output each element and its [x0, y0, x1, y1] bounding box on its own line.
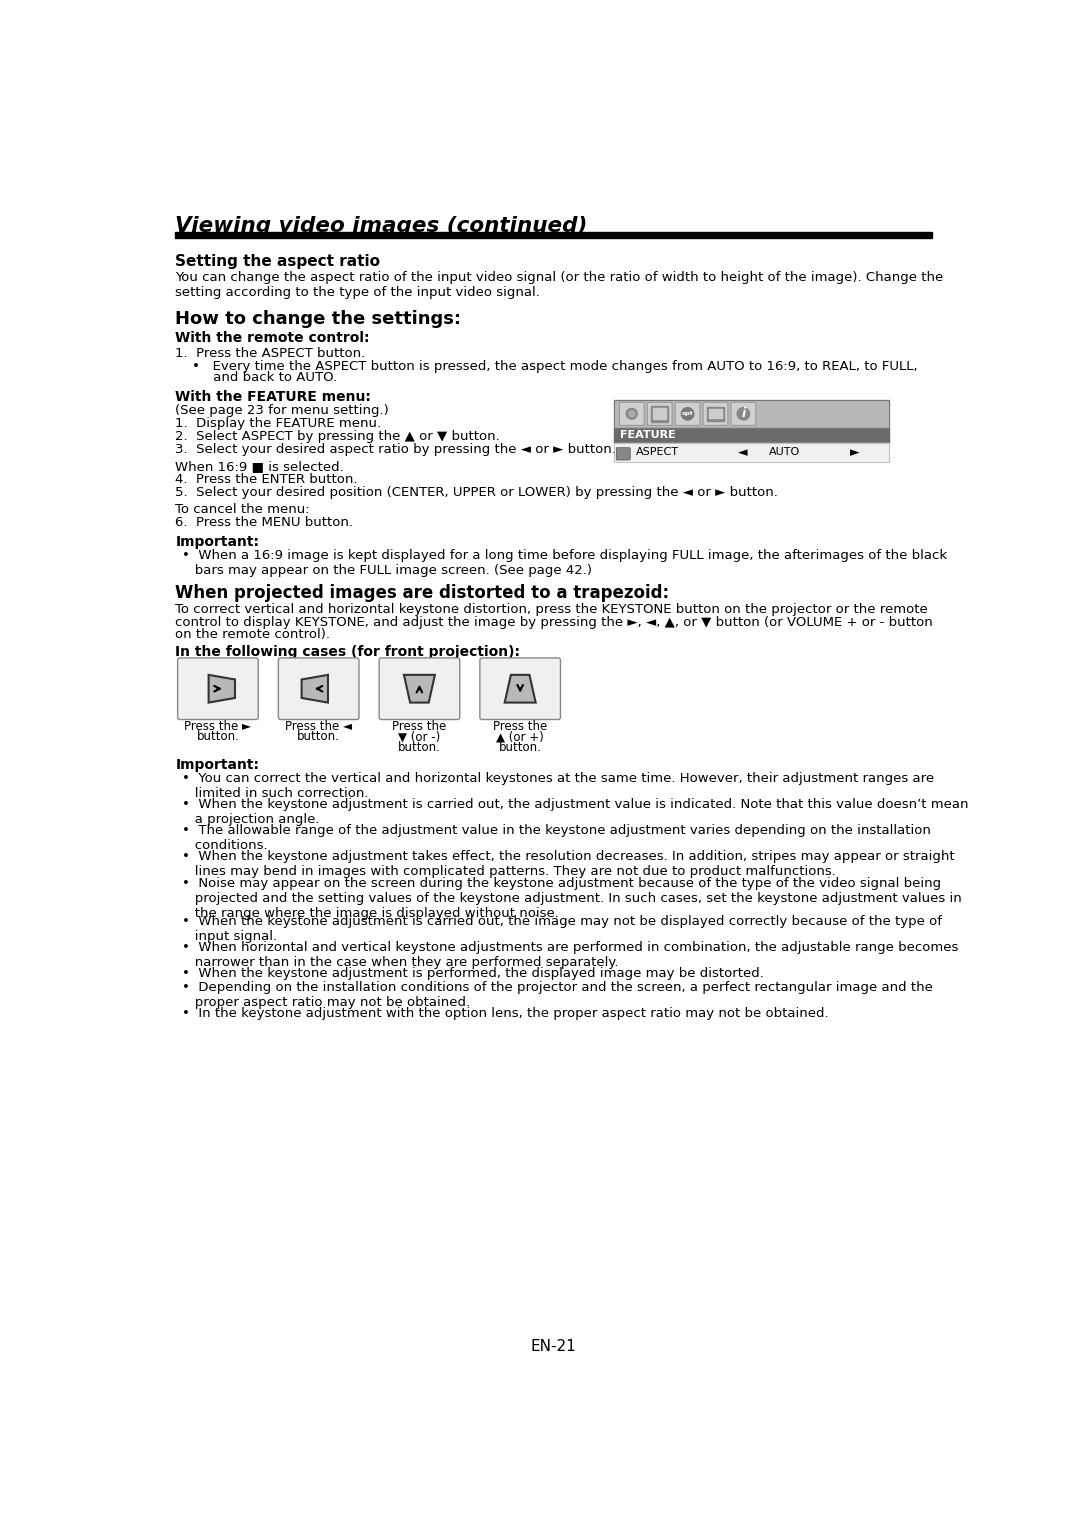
Circle shape — [629, 410, 635, 416]
Text: 3.  Select your desired aspect ratio by pressing the ◄ or ► button.: 3. Select your desired aspect ratio by p… — [175, 444, 617, 456]
Bar — [613, 444, 889, 462]
Text: 1.  Display the FEATURE menu.: 1. Display the FEATURE menu. — [175, 416, 381, 430]
Text: •  Noise may appear on the screen during the keystone adjustment because of the : • Noise may appear on the screen during … — [181, 877, 961, 920]
Polygon shape — [504, 675, 536, 702]
Text: When 16:9 ■ is selected.: When 16:9 ■ is selected. — [175, 461, 345, 473]
Text: 6.  Press the MENU button.: 6. Press the MENU button. — [175, 516, 353, 529]
Circle shape — [738, 407, 750, 421]
Text: •  When the keystone adjustment is carried out, the adjustment value is indicate: • When the keystone adjustment is carrie… — [181, 799, 968, 826]
FancyBboxPatch shape — [480, 658, 561, 719]
Text: button.: button. — [297, 730, 340, 744]
Text: •  Depending on the installation conditions of the projector and the screen, a p: • Depending on the installation conditio… — [181, 981, 932, 1010]
Text: •  When horizontal and vertical keystone adjustments are performed in combinatio: • When horizontal and vertical keystone … — [181, 941, 958, 970]
Text: 2.  Select ASPECT by pressing the ▲ or ▼ button.: 2. Select ASPECT by pressing the ▲ or ▼ … — [175, 430, 500, 444]
Text: •  You can correct the vertical and horizontal keystones at the same time. Howev: • You can correct the vertical and horiz… — [181, 771, 933, 800]
Bar — [175, 233, 932, 237]
Polygon shape — [301, 675, 328, 702]
Text: To correct vertical and horizontal keystone distortion, press the KEYSTONE butto: To correct vertical and horizontal keyst… — [175, 603, 928, 617]
Circle shape — [626, 409, 637, 419]
Text: AUTO: AUTO — [769, 447, 800, 457]
FancyBboxPatch shape — [675, 402, 700, 425]
FancyBboxPatch shape — [703, 402, 728, 425]
Bar — [613, 399, 889, 428]
Text: In the following cases (for front projection):: In the following cases (for front projec… — [175, 644, 521, 659]
Bar — [613, 428, 889, 444]
Text: ▲ (or +): ▲ (or +) — [497, 730, 544, 744]
Text: button.: button. — [399, 741, 441, 754]
Text: control to display KEYSTONE, and adjust the image by pressing the ►, ◄, ▲, or ▼ : control to display KEYSTONE, and adjust … — [175, 615, 933, 629]
FancyBboxPatch shape — [379, 658, 460, 719]
Text: Press the: Press the — [494, 719, 548, 733]
Text: (See page 23 for menu setting.): (See page 23 for menu setting.) — [175, 404, 389, 416]
Text: To cancel the menu:: To cancel the menu: — [175, 503, 310, 516]
Bar — [651, 405, 669, 422]
Text: Press the: Press the — [392, 719, 446, 733]
Bar — [707, 407, 724, 421]
Text: ASPECT: ASPECT — [636, 447, 678, 457]
Text: 1.  Press the ASPECT button.: 1. Press the ASPECT button. — [175, 347, 365, 360]
FancyBboxPatch shape — [177, 658, 258, 719]
Text: ▼ (or -): ▼ (or -) — [399, 730, 441, 744]
Text: With the FEATURE menu:: With the FEATURE menu: — [175, 390, 372, 404]
Bar — [613, 444, 889, 462]
FancyBboxPatch shape — [617, 448, 631, 461]
Bar — [613, 399, 889, 428]
Text: You can change the aspect ratio of the input video signal (or the ratio of width: You can change the aspect ratio of the i… — [175, 271, 944, 300]
Text: When projected images are distorted to a trapezoid:: When projected images are distorted to a… — [175, 584, 670, 601]
Text: FEATURE: FEATURE — [620, 430, 676, 441]
Text: on the remote control).: on the remote control). — [175, 627, 330, 641]
Text: •  In the keystone adjustment with the option lens, the proper aspect ratio may : • In the keystone adjustment with the op… — [181, 1007, 828, 1021]
Text: Important:: Important: — [175, 757, 259, 773]
Text: Press the ◄: Press the ◄ — [285, 719, 352, 733]
Text: •  When the keystone adjustment is performed, the displayed image may be distort: • When the keystone adjustment is perfor… — [181, 967, 764, 981]
Text: 5.  Select your desired position (CENTER, UPPER or LOWER) by pressing the ◄ or ►: 5. Select your desired position (CENTER,… — [175, 487, 779, 499]
Text: •  When the keystone adjustment takes effect, the resolution decreases. In addit: • When the keystone adjustment takes eff… — [181, 851, 954, 878]
Text: ►: ► — [850, 445, 860, 459]
Polygon shape — [404, 675, 435, 702]
FancyBboxPatch shape — [731, 402, 756, 425]
Bar — [653, 409, 666, 419]
Text: opt: opt — [681, 412, 693, 416]
Text: •  The allowable range of the adjustment value in the keystone adjustment varies: • The allowable range of the adjustment … — [181, 825, 930, 852]
Text: •   Every time the ASPECT button is pressed, the aspect mode changes from AUTO t: • Every time the ASPECT button is presse… — [192, 360, 918, 373]
Circle shape — [681, 407, 693, 421]
Text: How to change the settings:: How to change the settings: — [175, 311, 461, 327]
Text: ◄: ◄ — [738, 445, 747, 459]
Text: Viewing video images (continued): Viewing video images (continued) — [175, 216, 588, 236]
Text: button.: button. — [197, 730, 240, 744]
Text: button.: button. — [499, 741, 541, 754]
Text: Setting the aspect ratio: Setting the aspect ratio — [175, 254, 380, 269]
Bar — [710, 409, 721, 418]
Text: •  When the keystone adjustment is carried out, the image may not be displayed c: • When the keystone adjustment is carrie… — [181, 915, 942, 942]
Text: Important:: Important: — [175, 534, 259, 549]
Text: With the remote control:: With the remote control: — [175, 332, 369, 346]
FancyBboxPatch shape — [619, 402, 644, 425]
Text: and back to AUTO.: and back to AUTO. — [192, 372, 338, 384]
Text: i: i — [741, 407, 745, 421]
Text: EN-21: EN-21 — [530, 1339, 577, 1354]
Text: 4.  Press the ENTER button.: 4. Press the ENTER button. — [175, 473, 357, 487]
Polygon shape — [208, 675, 235, 702]
FancyBboxPatch shape — [279, 658, 359, 719]
FancyBboxPatch shape — [647, 402, 672, 425]
Text: •  When a 16:9 image is kept displayed for a long time before displaying FULL im: • When a 16:9 image is kept displayed fo… — [181, 549, 947, 577]
Text: Press the ►: Press the ► — [185, 719, 252, 733]
